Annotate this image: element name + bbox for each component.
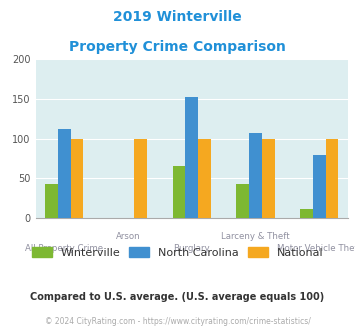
Text: Burglary: Burglary	[173, 244, 210, 253]
Bar	[58, 129, 71, 218]
Bar	[185, 97, 198, 218]
Bar	[71, 139, 83, 218]
Bar	[134, 139, 147, 218]
Text: Property Crime Comparison: Property Crime Comparison	[69, 40, 286, 53]
Bar	[45, 184, 58, 218]
Text: © 2024 CityRating.com - https://www.cityrating.com/crime-statistics/: © 2024 CityRating.com - https://www.city…	[45, 317, 310, 326]
Text: Arson: Arson	[116, 232, 140, 241]
Bar	[326, 139, 338, 218]
Bar	[236, 184, 249, 218]
Bar	[300, 209, 313, 218]
Text: All Property Crime: All Property Crime	[25, 244, 103, 253]
Text: Compared to U.S. average. (U.S. average equals 100): Compared to U.S. average. (U.S. average …	[31, 292, 324, 302]
Bar	[198, 139, 211, 218]
Text: Motor Vehicle Theft: Motor Vehicle Theft	[277, 244, 355, 253]
Bar	[249, 133, 262, 218]
Text: Larceny & Theft: Larceny & Theft	[221, 232, 290, 241]
Bar	[313, 155, 326, 218]
Bar	[173, 166, 185, 218]
Text: 2019 Winterville: 2019 Winterville	[113, 10, 242, 24]
Legend: Winterville, North Carolina, National: Winterville, North Carolina, National	[26, 242, 329, 263]
Bar	[262, 139, 274, 218]
